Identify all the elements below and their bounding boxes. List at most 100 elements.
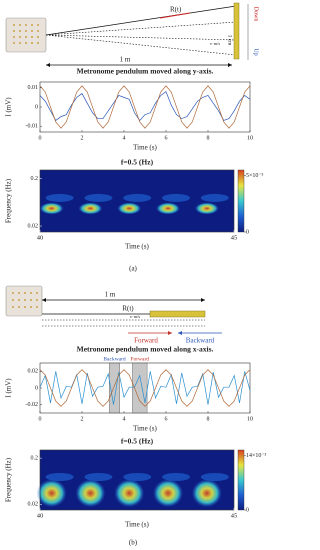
x-tick-label: 8 (207, 135, 210, 141)
y-axis-label: Frequency (Hz) (5, 178, 13, 223)
y-tick-label: 0 (35, 104, 38, 110)
label-distance: 1 m (105, 291, 116, 299)
x-tick-label: 0 (39, 135, 42, 141)
colorbar (237, 449, 245, 511)
chart-title: Metronome pendulum moved along y-axis. (77, 67, 214, 76)
chart-title: f=0.5 (Hz) (121, 158, 154, 167)
label-down: Down (253, 7, 259, 22)
arrow-head (228, 63, 232, 67)
x-tick-label: 6 (165, 416, 168, 422)
highlight-label: Forward (130, 356, 149, 362)
signal-line (39, 85, 251, 129)
heatmap (36, 473, 229, 508)
label-step: 1 cm (227, 35, 233, 47)
colorbar (237, 169, 245, 233)
x-axis-label: Time (s) (133, 425, 157, 433)
colorbar-tick-label: 5×10⁻³ (246, 173, 264, 179)
colorbar-tick-label: 14×10⁻³ (246, 453, 266, 459)
x-tick-label: 40 (37, 512, 44, 519)
y-tick-label: 0.2 (31, 455, 39, 461)
y-tick-label: 0.01 (28, 85, 39, 91)
heat-band (200, 473, 229, 481)
label-r: R(t) (170, 6, 182, 14)
label-forward: Forward (134, 337, 158, 345)
heat-blob (117, 202, 142, 215)
x-tick-label: 2 (81, 416, 84, 422)
heatmap (39, 193, 229, 215)
heat-blob (39, 202, 64, 215)
x-axis-label: Time (s) (133, 144, 157, 152)
label-speed: v·m/s (210, 41, 220, 46)
signal-line (39, 369, 251, 407)
heat-blob (194, 202, 219, 215)
heat-band (200, 193, 229, 202)
y-tick-label: 0.02 (28, 369, 39, 375)
chart-title: Metronome pendulum moved along x-axis. (77, 345, 214, 354)
arrow-head (201, 298, 205, 302)
y-tick-label: 0.02 (28, 223, 39, 229)
arrow-head (168, 331, 172, 335)
heat-blob (78, 202, 103, 215)
plot-frame (39, 449, 235, 511)
rail (149, 310, 206, 318)
ray (45, 21, 237, 36)
y-tick-label: 0.02 (28, 502, 39, 508)
x-tick-label: 6 (165, 135, 168, 141)
y-axis-label: I (mV) (5, 97, 13, 117)
y-tick-label: -0.02 (26, 402, 39, 408)
diagram-b: 1 m R(t) v·m/s Forward Backward (5, 285, 222, 345)
label-up: Up (253, 48, 259, 55)
chart-title: f=0.5 (Hz) (121, 437, 154, 446)
highlight-label: Backward (103, 356, 126, 362)
heat-band (162, 473, 191, 481)
device-dots (12, 292, 38, 308)
r-mark (159, 12, 191, 19)
heat-band (45, 193, 74, 202)
x-axis-label: Time (s) (125, 243, 149, 251)
y-axis-label: Frequency (Hz) (5, 457, 13, 502)
y-tick-label: 0.2 (31, 176, 39, 182)
x-tick-label: 10 (247, 135, 253, 141)
x-tick-label: 10 (247, 416, 253, 422)
y-axis-label: I (mV) (5, 378, 13, 398)
x-tick-label: 45 (231, 512, 238, 519)
colorbar-tick-label: 0 (246, 229, 249, 235)
heat-band (45, 473, 74, 481)
x-tick-label: 2 (81, 135, 84, 141)
heat-band (123, 193, 152, 202)
panel-label: (a) (129, 265, 137, 273)
label-distance: 1 m (120, 56, 131, 64)
heat-blob (75, 479, 106, 508)
colorbar-tick-label: 0 (246, 507, 249, 513)
x-axis-label: Time (s) (125, 521, 149, 529)
heat-blob (36, 479, 67, 508)
arrow-head (42, 298, 46, 302)
heat-band (84, 193, 113, 202)
highlight (132, 362, 148, 414)
arrow-head (46, 63, 50, 67)
label-backward: Backward (186, 337, 215, 345)
y-tick-label: 0 (35, 385, 38, 391)
heat-blob (156, 202, 181, 215)
device (5, 17, 47, 53)
heat-blob (153, 479, 184, 508)
ray (45, 5, 237, 36)
signal-line (39, 91, 251, 122)
plot-frame (39, 169, 235, 233)
panel-label: (b) (129, 539, 138, 547)
x-tick-label: 0 (39, 416, 42, 422)
heat-band (123, 473, 152, 481)
diagram-a: R(t) 1 m v·m/s 1 cm Down Up (5, 2, 259, 67)
arrow-head (178, 331, 182, 335)
x-tick-label: 4 (123, 135, 126, 141)
device-dots (13, 24, 39, 44)
x-tick-label: 45 (231, 234, 238, 241)
heat-band (84, 473, 113, 481)
highlight (109, 362, 121, 414)
x-tick-label: 4 (123, 416, 126, 422)
heat-band (162, 193, 191, 202)
figure: R(t) 1 m v·m/s 1 cm Down Up 1 m R(t) v·m… (5, 2, 266, 547)
heat-blob (191, 479, 222, 508)
ray (45, 34, 237, 41)
heat-blob (114, 479, 145, 508)
